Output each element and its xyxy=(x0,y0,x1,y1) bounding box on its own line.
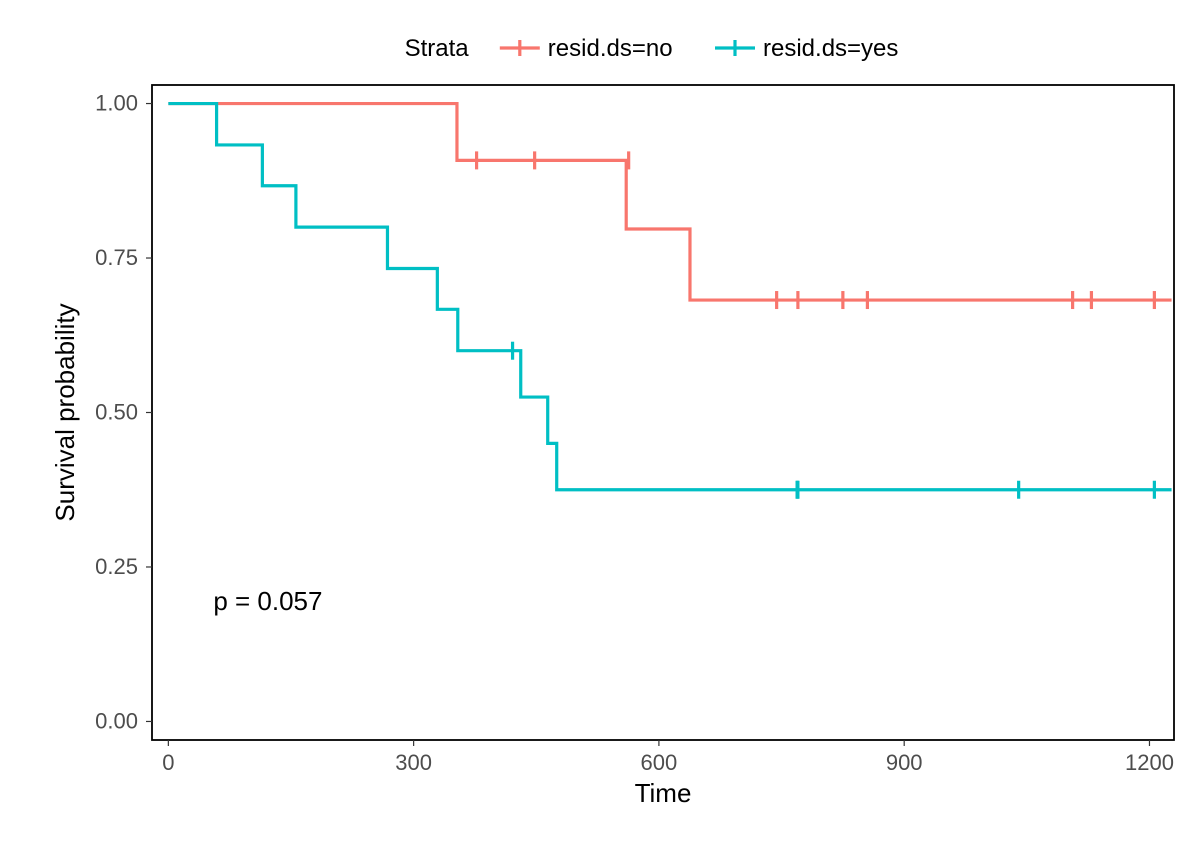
legend-label-1: resid.ds=yes xyxy=(763,35,898,62)
x-tick-label: 600 xyxy=(641,750,678,775)
y-tick-label: 0.75 xyxy=(95,245,138,270)
y-tick-label: 0.25 xyxy=(95,554,138,579)
x-tick-label: 900 xyxy=(886,750,923,775)
y-tick-label: 1.00 xyxy=(95,91,138,116)
p-value-text: p = 0.057 xyxy=(213,586,322,616)
legend-title: Strata xyxy=(405,35,470,62)
x-tick-label: 300 xyxy=(395,750,432,775)
x-tick-label: 1200 xyxy=(1125,750,1174,775)
legend-label-0: resid.ds=no xyxy=(548,35,673,62)
km-survival-chart: 0 300 600 900 1200 Time 0.00 0.25 0.50 0.75 1.00 Su… xyxy=(0,0,1200,857)
y-axis-title: Survival probability xyxy=(50,303,80,521)
x-tick-label: 0 xyxy=(162,750,174,775)
y-tick-label: 0.00 xyxy=(95,708,138,733)
y-tick-label: 0.50 xyxy=(95,400,138,425)
x-axis-title: Time xyxy=(635,778,692,808)
chart-svg: 0 300 600 900 1200 Time 0.00 0.25 0.50 0.75 1.00 Su… xyxy=(0,0,1200,857)
